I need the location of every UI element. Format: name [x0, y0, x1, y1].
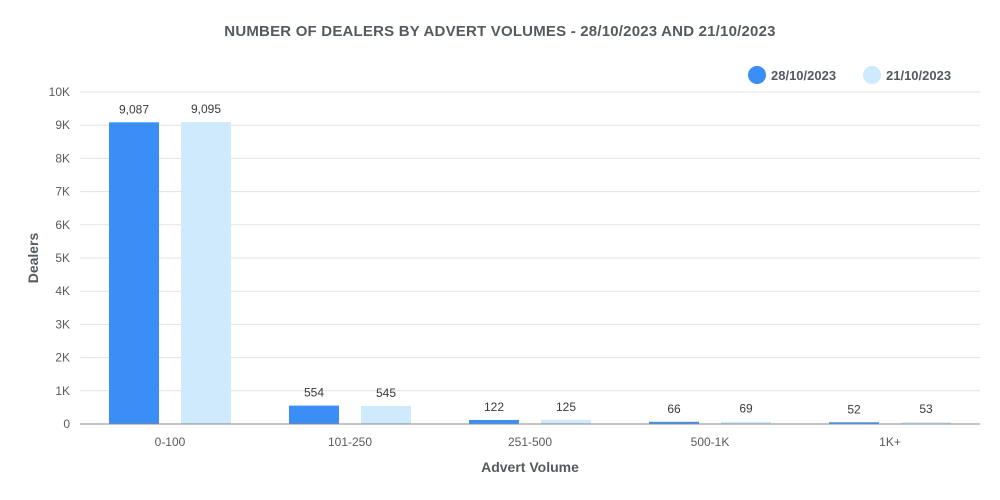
bar-series-2	[541, 419, 591, 424]
y-tick-label: 4K	[55, 284, 70, 298]
data-label: 122	[484, 400, 504, 414]
bar-series-1	[829, 422, 879, 424]
x-axis-title: Advert Volume	[481, 459, 579, 475]
data-label: 53	[919, 402, 933, 416]
x-axis-ticks: 0-100 101-250 251-500 500-1K 1K+	[155, 435, 901, 449]
data-label: 554	[304, 386, 324, 400]
data-label: 52	[847, 402, 861, 416]
data-label: 9,095	[191, 102, 221, 116]
y-tick-label: 1K	[55, 384, 70, 398]
y-tick-label: 2K	[55, 351, 70, 365]
x-tick-label: 0-100	[155, 435, 186, 449]
bar-series-2	[361, 405, 411, 424]
x-tick-label: 101-250	[328, 435, 372, 449]
bar-series-2	[721, 421, 771, 424]
legend-swatch	[748, 66, 766, 84]
y-tick-label: 3K	[55, 317, 70, 331]
y-tick-label: 10K	[49, 85, 70, 99]
legend-label: 28/10/2023	[771, 68, 836, 83]
data-label: 125	[556, 400, 576, 414]
bar-series-1	[469, 419, 519, 424]
x-tick-label: 1K+	[879, 435, 901, 449]
bar-series-2	[181, 122, 231, 425]
bars	[109, 122, 951, 425]
y-tick-label: 7K	[55, 185, 70, 199]
x-tick-label: 500-1K	[691, 435, 730, 449]
y-tick-label: 9K	[55, 118, 70, 132]
data-label: 9,087	[119, 102, 149, 116]
y-tick-label: 8K	[55, 151, 70, 165]
y-axis-title: Dealers	[25, 232, 41, 283]
data-label: 545	[376, 386, 396, 400]
data-labels: 9,087 9,095 554 545 122 125 66 69 52 53	[119, 102, 933, 416]
x-tick-label: 251-500	[508, 435, 552, 449]
data-label: 66	[667, 402, 681, 416]
y-tick-label: 5K	[55, 251, 70, 265]
chart-title: NUMBER OF DEALERS BY ADVERT VOLUMES - 28…	[224, 23, 775, 40]
bar-series-1	[109, 122, 159, 425]
y-tick-label: 0	[63, 417, 70, 431]
bar-series-1	[649, 421, 699, 424]
y-tick-label: 6K	[55, 218, 70, 232]
bar-series-2	[901, 422, 951, 424]
y-axis-ticks: 0 1K 2K 3K 4K 5K 6K 7K 8K 9K 10K	[49, 85, 71, 431]
legend-swatch	[863, 66, 881, 84]
legend: 28/10/2023 21/10/2023	[748, 66, 951, 84]
bar-series-1	[289, 405, 339, 424]
data-label: 69	[739, 402, 753, 416]
legend-label: 21/10/2023	[886, 68, 951, 83]
